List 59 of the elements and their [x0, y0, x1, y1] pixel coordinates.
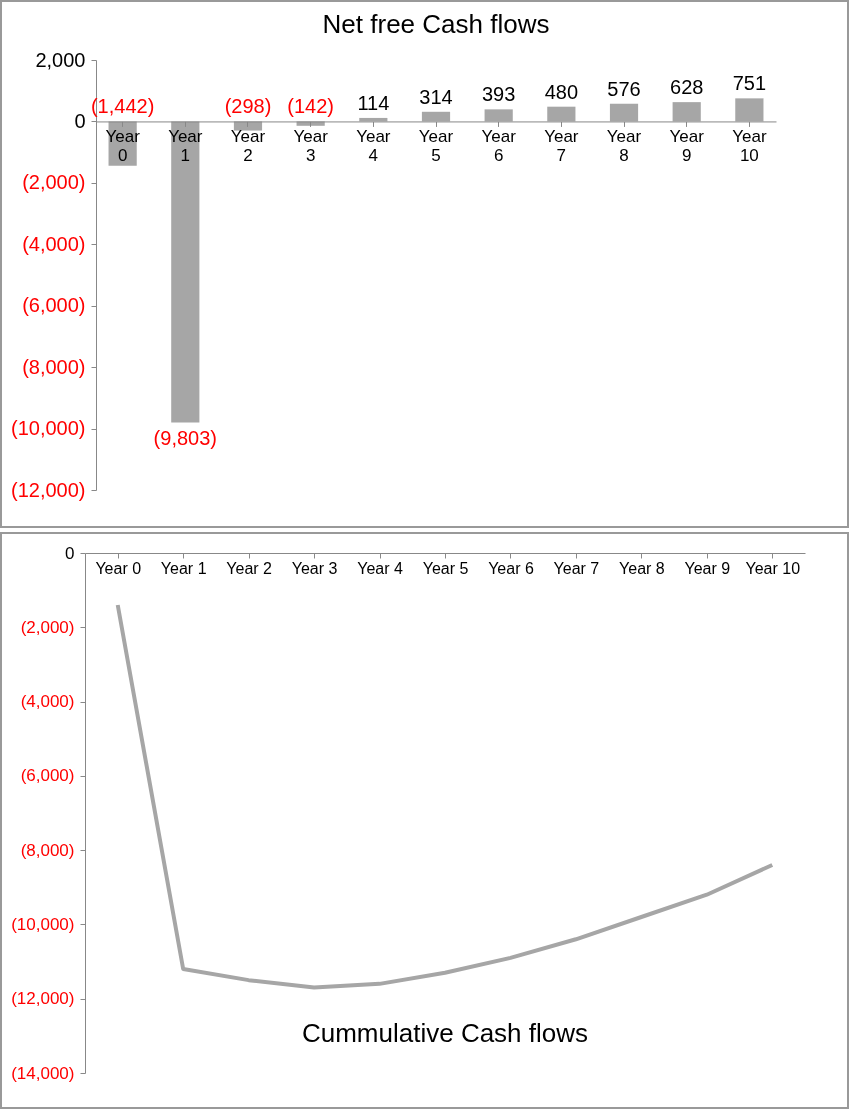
y-tick-label: (10,000)	[11, 914, 75, 934]
x-tick-label: Year 9	[684, 559, 731, 577]
y-tick-label: (12,000)	[11, 989, 75, 1009]
data-label: 114	[357, 91, 390, 114]
x-tick-label: Year 0	[95, 559, 142, 577]
bar	[672, 102, 701, 122]
bar	[484, 109, 513, 122]
x-tick-label: Year 10	[732, 126, 767, 165]
x-tick-label: Year 6	[481, 126, 517, 165]
y-tick-label: (2,000)	[22, 171, 86, 194]
text: Cummulative Cash flows	[301, 1018, 589, 1048]
y-tick-label: (8,000)	[22, 355, 86, 378]
x-tick-label: Year 8	[619, 559, 665, 577]
y-tick-label: (6,000)	[20, 766, 75, 786]
line-series	[115, 603, 775, 990]
x-tick-label: Year 10	[745, 559, 801, 577]
x-tick-label: Year 4	[356, 126, 391, 165]
x-tick-label: Year 5	[418, 126, 454, 165]
x-tick-label: Year 3	[291, 559, 338, 577]
data-label: (142)	[287, 95, 335, 118]
y-tick-label: (4,000)	[20, 692, 75, 712]
bar	[735, 98, 764, 122]
y-tick-label: (6,000)	[22, 294, 86, 317]
data-label: 628	[670, 76, 704, 99]
chart-title: Net free Cash flows	[322, 9, 550, 39]
y-tick-label: 0	[74, 109, 86, 132]
bar	[547, 106, 576, 122]
x-tick-label: Year 4	[357, 559, 403, 577]
x-tick-label: Year 1	[160, 559, 207, 577]
x-tick-label: Year 3	[293, 126, 329, 165]
x-tick-label: Year 2	[230, 126, 266, 165]
x-tick-label: Year 8	[606, 126, 642, 165]
x-tick-label: Year 2	[226, 559, 273, 577]
data-label: 393	[481, 83, 516, 106]
bar	[171, 121, 200, 423]
y-tick-label: (14,000)	[11, 1063, 75, 1083]
y-tick-label: 0	[65, 543, 75, 563]
bar	[421, 111, 451, 122]
data-label: (1,442)	[90, 95, 155, 118]
data-label: (9,803)	[153, 426, 217, 449]
x-tick-label: Year 7	[544, 126, 579, 165]
x-tick-label: Year 6	[488, 559, 534, 577]
y-tick-label: (2,000)	[20, 617, 75, 637]
y-tick-label: 2,000	[35, 48, 86, 71]
x-tick-label: Year 5	[422, 559, 469, 577]
data-label: (298)	[224, 95, 272, 118]
y-tick-label: (4,000)	[22, 232, 86, 255]
y-tick-label: (12,000)	[11, 478, 86, 501]
y-tick-label: (8,000)	[20, 840, 75, 860]
bar	[609, 103, 639, 122]
x-tick-label: Year 0	[105, 126, 141, 165]
data-label: 576	[607, 77, 641, 100]
data-label: 480	[544, 80, 579, 103]
x-tick-label: Year 1	[168, 126, 203, 165]
x-tick-label: Year 9	[669, 126, 705, 165]
data-label: 314	[419, 85, 453, 108]
x-tick-label: Year 7	[553, 559, 600, 577]
y-tick-label: (10,000)	[11, 417, 86, 440]
data-label: 751	[732, 72, 767, 95]
